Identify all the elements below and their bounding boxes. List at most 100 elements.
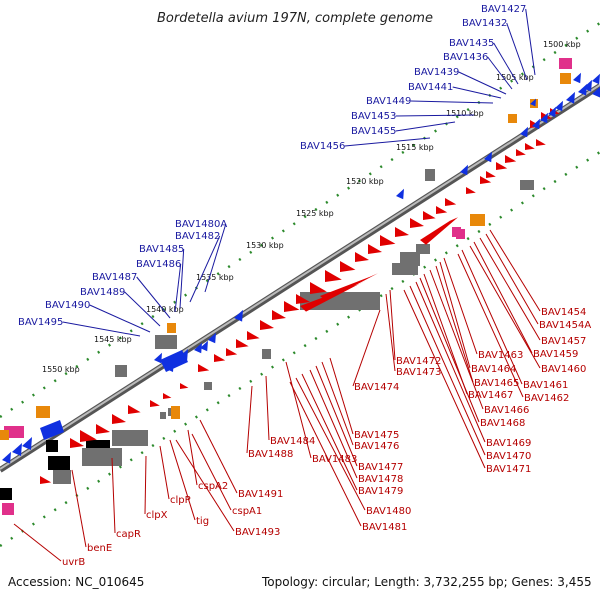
reverse-gene-arrow [578,83,587,96]
gene-label[interactable]: BAV1489 [80,287,125,298]
forward-gene-arrow [163,393,172,399]
gene-label[interactable]: BAV1493 [235,527,280,538]
reverse-gene-block [40,420,64,440]
gene-label[interactable]: clpX [146,510,168,521]
gene-label[interactable]: capR [116,529,141,540]
leader-line [301,373,358,491]
gene-label[interactable]: BAV1427 [481,4,526,15]
leader-line [89,304,151,333]
gene-label[interactable]: BAV1460 [541,364,586,375]
gene-label[interactable]: BAV1439 [414,67,459,78]
forward-gene-arrow [436,206,448,214]
gene-label[interactable]: BAV1454 [541,307,586,318]
reverse-gene-arrow [592,86,600,98]
gene-label[interactable]: BAV1474 [354,382,399,393]
gene-block [470,214,485,226]
gene-label[interactable]: BAV1472 [396,356,441,367]
gene-label[interactable]: BAV1482 [175,231,220,242]
reverse-gene-arrow [194,342,202,354]
reverse-gene-arrow [532,118,540,130]
gene-label[interactable]: cspA2 [198,481,228,492]
leader-line [352,309,381,387]
gene-block [262,349,271,359]
gene-label[interactable]: BAV1453 [351,111,396,122]
gene-label[interactable]: BAV1441 [408,82,453,93]
gene-label[interactable]: benE [87,543,112,554]
leader-line [289,381,362,527]
gene-label[interactable]: BAV1480 [366,506,411,517]
gene-label[interactable]: tig [196,516,209,527]
leader-line [457,253,524,398]
gene-label[interactable]: BAV1488 [248,449,293,460]
forward-gene-arrow [480,176,492,184]
gene-label[interactable]: BAV1462 [524,393,569,404]
forward-gene-arrow [496,162,508,170]
gene-block [425,169,435,181]
gene-block [115,365,127,377]
leader-line [309,369,358,479]
scale-label: 1530 kbp [246,241,284,250]
gene-label[interactable]: BAV1469 [486,438,531,449]
gene-label[interactable]: BAV1470 [486,451,531,462]
leader-line [410,100,494,104]
gene-label[interactable]: BAV1477 [358,462,403,473]
reverse-gene-arrow [548,106,556,118]
gene-label[interactable]: cspA1 [232,506,262,517]
gene-label[interactable]: BAV1484 [270,436,315,447]
gene-label[interactable]: BAV1467 [468,390,513,401]
gene-block [155,335,177,349]
gene-label[interactable]: BAV1456 [300,141,345,152]
leader-line [159,445,170,500]
gene-label[interactable]: BAV1459 [533,349,578,360]
reverse-gene-arrow [555,100,563,112]
gene-label[interactable]: BAV1479 [358,486,403,497]
gene-label[interactable]: BAV1485 [139,244,184,255]
gene-label[interactable]: BAV1471 [486,464,531,475]
leader-line [144,455,147,515]
forward-gene-arrow [296,294,310,304]
gene-label[interactable]: BAV1495 [18,317,63,328]
gene-label[interactable]: BAV1454A [539,320,591,331]
gene-label[interactable]: BAV1478 [358,474,403,485]
forward-gene-arrow [226,348,238,356]
leader-line [403,289,486,469]
gene-label[interactable]: BAV1476 [354,441,399,452]
forward-gene-arrow [236,339,249,348]
gene-label[interactable]: BAV1449 [366,96,411,107]
gene-block [160,412,166,419]
scale-label: 1500 kbp [543,40,581,49]
reverse-gene-block [160,350,188,372]
gene-label[interactable]: BAV1464 [471,364,516,375]
leader-line [136,276,171,319]
forward-gene-arrow [112,414,126,424]
gene-label[interactable]: BAV1465 [474,378,519,389]
gene-label[interactable]: BAV1483 [312,454,357,465]
outer-gene-labels: BAV1427 BAV1432 BAV1435 BAV1436 BAV1439 BAV14… [18,4,526,328]
gene-label[interactable]: uvrB [62,557,85,568]
gene-label[interactable]: BAV1436 [443,52,488,63]
gene-label[interactable]: BAV1435 [449,38,494,49]
gene-label[interactable]: BAV1463 [478,350,523,361]
gene-label[interactable]: BAV1480A [175,219,227,230]
gene-label[interactable]: BAV1481 [362,522,407,533]
gene-label[interactable]: BAV1473 [396,367,441,378]
gene-label[interactable]: clpP [170,495,191,506]
gene-label[interactable]: BAV1432 [462,18,507,29]
gene-label[interactable]: BAV1461 [523,380,568,391]
gene-label[interactable]: BAV1486 [136,259,181,270]
forward-gene-arrow [445,198,457,206]
scale-label: 1550 kbp [42,365,80,374]
gene-block [300,292,380,310]
gene-label[interactable]: BAV1455 [351,126,396,137]
gene-label[interactable]: BAV1490 [45,300,90,311]
gene-label[interactable]: BAV1468 [480,418,525,429]
gene-label[interactable]: BAV1487 [92,272,137,283]
gene-label[interactable]: BAV1475 [354,430,399,441]
leader-line [395,121,456,132]
topology-text: Topology: circular; Length: 3,732,255 bp… [261,575,592,589]
leader-line [506,22,528,81]
scale-label: 1515 kbp [396,143,434,152]
gene-label[interactable]: BAV1491 [238,489,283,500]
gene-label[interactable]: BAV1466 [484,405,529,416]
gene-label[interactable]: BAV1457 [541,336,586,347]
